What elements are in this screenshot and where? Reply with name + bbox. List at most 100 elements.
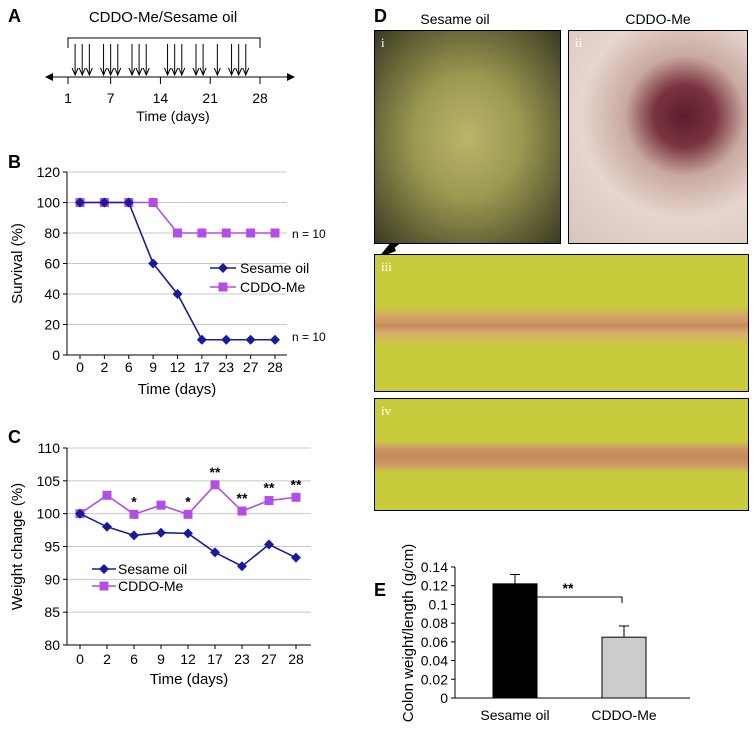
x-tick-label: 17 (194, 359, 210, 375)
y-axis-label: Colon weight/length (g/cm) (400, 544, 417, 722)
photo-label: i (381, 35, 385, 50)
photo-i-sesame-oil: i (374, 30, 561, 244)
y-tick-label: 105 (37, 473, 61, 489)
x-tick-label: Sesame oil (480, 707, 549, 723)
y-axis-label: Survival (%) (9, 223, 26, 304)
data-point-square (197, 228, 207, 238)
panel-label-d: D (374, 6, 387, 26)
data-point-square (218, 282, 228, 292)
dose-arrow-head (142, 67, 150, 77)
data-point-square (210, 480, 220, 490)
panel-label-e: E (374, 580, 386, 600)
data-point-diamond (75, 508, 85, 519)
y-axis-label: Weight change (%) (9, 483, 26, 610)
significance-asterisk: ** (291, 476, 302, 492)
data-point-square (173, 228, 182, 238)
arrow-head (378, 241, 396, 258)
significance-asterisk: ** (237, 490, 248, 506)
dose-arrow-head (199, 67, 207, 77)
y-tick-label: 0.14 (421, 559, 448, 575)
y-tick-label: 40 (44, 286, 60, 302)
data-point-diamond (237, 561, 247, 572)
panel-a-xlabel: Time (days) (136, 108, 209, 124)
tick-label: 28 (252, 90, 268, 106)
photo-iv-colon: iv (374, 398, 749, 511)
tick-label: 21 (202, 90, 218, 106)
data-point-diamond (148, 258, 159, 269)
dose-arrow-head (128, 67, 136, 77)
dose-arrow-head (85, 67, 93, 77)
x-tick-label: 12 (170, 359, 186, 375)
dose-arrow-head (242, 67, 250, 77)
x-tick-label: 0 (76, 359, 84, 375)
bar-cddo-me (601, 636, 647, 699)
y-tick-label: 0.04 (421, 653, 448, 669)
n-annotation-sesame: n = 10 (292, 330, 326, 344)
data-point-diamond (221, 334, 232, 345)
x-tick-label: 9 (157, 651, 165, 667)
data-point-diamond (99, 564, 109, 574)
y-tick-label: 0.08 (421, 615, 448, 631)
y-tick-label: 80 (44, 637, 60, 653)
data-point-square (183, 509, 193, 519)
y-tick-label: 0.06 (421, 634, 448, 650)
data-point-square (129, 509, 139, 519)
data-point-diamond (123, 197, 134, 208)
data-point-diamond (218, 263, 228, 273)
tick-label: 7 (107, 90, 115, 106)
data-point-diamond (270, 334, 280, 345)
dose-arrow-head (164, 67, 172, 77)
y-tick-label: 100 (37, 506, 61, 522)
y-tick-label: 60 (44, 256, 60, 272)
y-tick-label: 120 (37, 164, 61, 180)
data-point-square (270, 228, 280, 238)
data-point-diamond (99, 197, 110, 208)
y-tick-label: 85 (44, 604, 60, 620)
data-point-square (264, 496, 274, 506)
dose-arrow-head (192, 67, 200, 77)
x-tick-label: 27 (243, 359, 259, 375)
data-point-diamond (210, 547, 220, 558)
x-tick-label: 9 (149, 359, 157, 375)
legend-label: CDDO-Me (118, 578, 184, 594)
x-tick-label: 6 (130, 651, 138, 667)
data-point-diamond (156, 527, 166, 538)
y-tick-label: 0 (440, 690, 448, 706)
significance-asterisk: ** (563, 580, 574, 596)
y-tick-label: 110 (38, 440, 61, 456)
n-annotation-cddo: n = 10 (292, 227, 326, 241)
dose-arrow-head (228, 67, 236, 77)
panel-a-title: CDDO-Me/Sesame oil (89, 9, 237, 26)
y-tick-label: 95 (44, 539, 60, 555)
data-point-diamond (129, 530, 139, 541)
x-tick-label: 28 (288, 651, 304, 667)
x-tick-label: 6 (125, 359, 133, 375)
x-tick-label: 23 (234, 651, 250, 667)
data-point-diamond (75, 197, 85, 208)
photo-ii-cddo-me: ii (568, 30, 748, 244)
dose-arrow-head (71, 67, 79, 77)
tick-label: 1 (64, 90, 72, 106)
data-point-diamond (196, 334, 207, 345)
data-point-square (246, 228, 256, 238)
y-tick-label: 100 (37, 195, 61, 211)
significance-asterisk: ** (210, 464, 221, 480)
dose-arrow-head (235, 67, 243, 77)
significance-asterisk: ** (264, 480, 275, 496)
dose-arrow-head (107, 67, 115, 77)
column-label-cddo-me: CDDO-Me (625, 11, 691, 27)
x-tick-label: 2 (100, 359, 108, 375)
dose-arrow-head (178, 67, 186, 77)
data-point-square (221, 228, 231, 238)
panel-label-b: B (8, 152, 21, 172)
dose-arrow-head (171, 67, 179, 77)
dose-arrow-head (78, 67, 86, 77)
data-point-square (102, 490, 112, 500)
data-point-diamond (291, 552, 301, 563)
significance-bracket (514, 596, 623, 603)
y-tick-label: 0.12 (421, 578, 448, 594)
x-tick-label: 27 (261, 651, 277, 667)
data-point-diamond (264, 539, 274, 550)
y-tick-label: 0.1 (429, 596, 449, 612)
